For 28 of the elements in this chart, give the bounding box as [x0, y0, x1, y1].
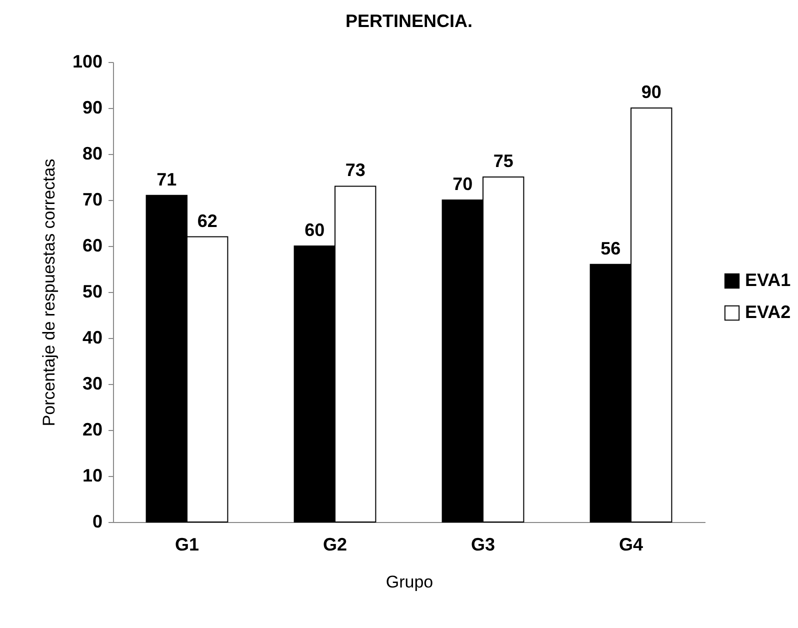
chart-title: PERTINENCIA. [345, 11, 473, 31]
data-label: 71 [156, 169, 177, 190]
x-tick-label: G4 [618, 534, 644, 554]
y-tick-label: 30 [82, 374, 102, 394]
y-tick-label: 100 [72, 52, 102, 72]
x-tick-label: G3 [470, 534, 496, 554]
y-tick-label: 70 [82, 190, 102, 210]
x-tick-label: G2 [322, 534, 348, 554]
data-label: 62 [197, 210, 218, 231]
data-label: 75 [493, 151, 514, 171]
data-label: 73 [345, 160, 366, 180]
y-tick-label: 10 [82, 466, 102, 486]
y-axis-title: Porcentaje de respuestas correctas [39, 158, 58, 426]
x-tick-label: G1 [174, 534, 200, 554]
data-label: 70 [452, 174, 473, 194]
legend-label: EVA1 [745, 270, 791, 290]
data-label: 60 [304, 220, 325, 240]
data-label: 56 [600, 238, 621, 258]
y-tick-label: 80 [82, 144, 102, 164]
y-tick-label: 50 [82, 282, 102, 302]
data-label: 90 [641, 82, 662, 102]
y-tick-label: 90 [82, 98, 102, 118]
x-axis-title: Grupo [386, 572, 434, 592]
y-tick-label: 60 [82, 236, 102, 256]
y-tick-label: 20 [82, 420, 102, 440]
y-tick-label: 0 [92, 512, 102, 532]
y-tick-label: 40 [82, 328, 102, 348]
legend-label: EVA2 [745, 302, 791, 322]
